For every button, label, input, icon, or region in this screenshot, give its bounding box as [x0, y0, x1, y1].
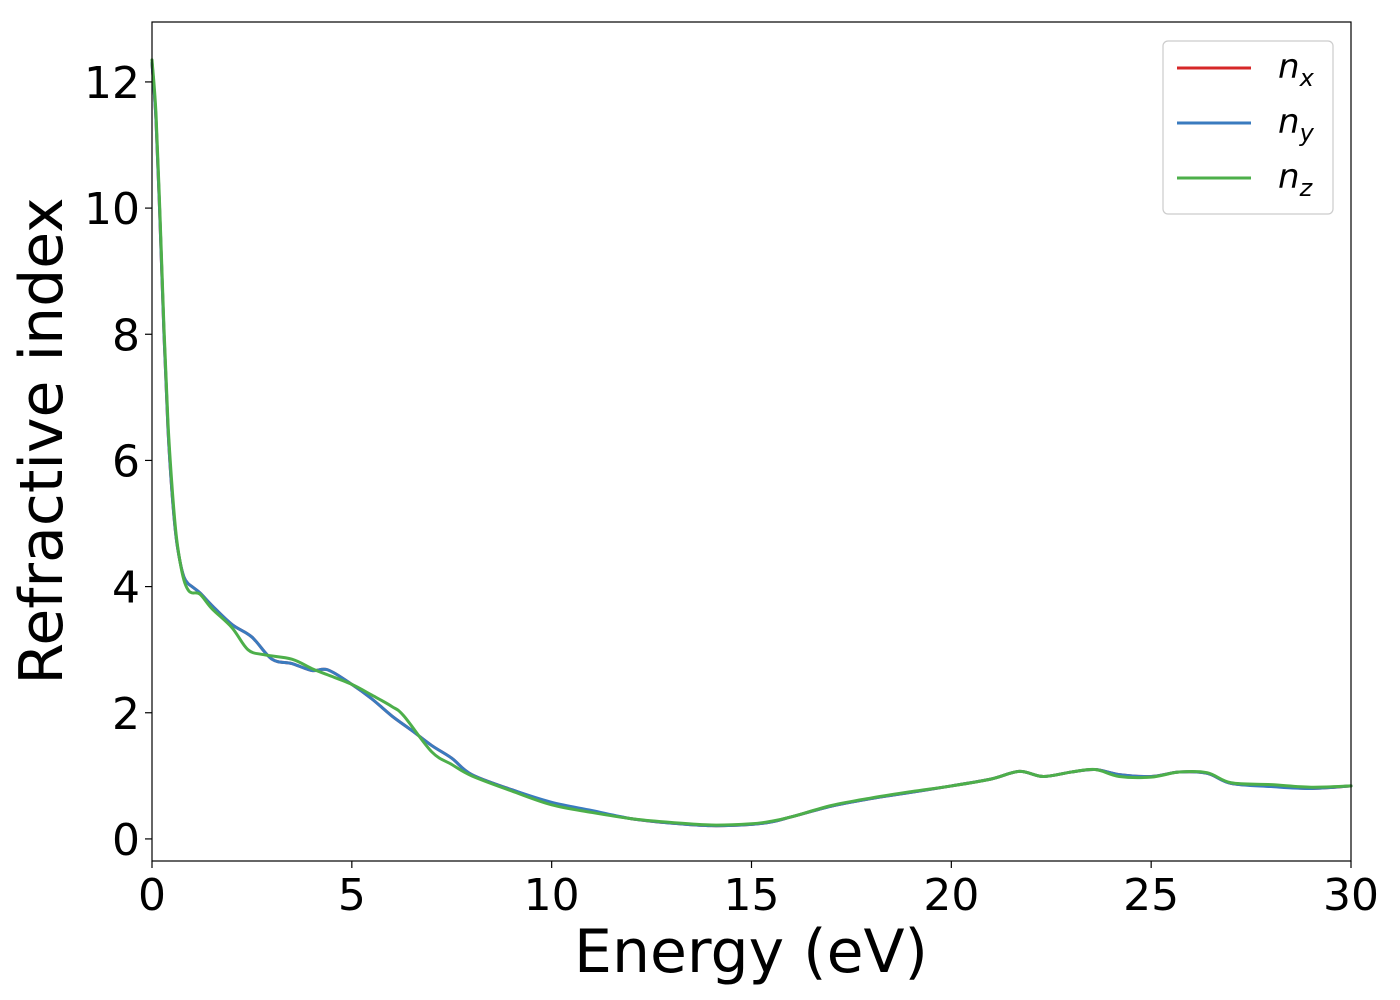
x-tick-label: 20 — [923, 870, 979, 921]
x-tick-label: 15 — [724, 870, 780, 921]
legend-label-nx: nx — [1278, 47, 1315, 92]
y-tick-label: 4 — [112, 563, 140, 614]
y-axis-ticks: 0 2 4 6 8 10 12 — [84, 58, 152, 866]
legend-label-base: n — [1278, 157, 1300, 197]
y-tick-label: 0 — [112, 815, 140, 866]
x-tick-label: 30 — [1323, 870, 1379, 921]
legend-label-ny: ny — [1278, 102, 1315, 147]
legend-label-base: n — [1278, 102, 1300, 142]
x-tick-label: 10 — [524, 870, 580, 921]
series-layer — [150, 58, 1353, 828]
y-tick-label: 10 — [84, 184, 140, 235]
legend-label-subscript: x — [1299, 64, 1315, 92]
legend-label-base: n — [1278, 47, 1300, 87]
legend-label-nz: nz — [1278, 157, 1314, 202]
x-axis-label: Energy (eV) — [574, 917, 928, 987]
y-tick-label: 6 — [112, 436, 140, 487]
legend-label-subscript: z — [1299, 174, 1314, 202]
legend-frame — [1162, 40, 1334, 215]
legend-label-subscript: y — [1299, 119, 1315, 147]
y-axis-label: Refractive index — [7, 197, 77, 684]
x-tick-label: 0 — [138, 870, 166, 921]
series-line-nz — [150, 58, 1353, 827]
plot-frame — [151, 21, 1352, 862]
x-axis-ticks: 0 5 10 15 20 25 30 — [138, 861, 1379, 921]
x-tick-label: 5 — [338, 870, 366, 921]
y-tick-label: 2 — [112, 689, 140, 740]
y-tick-label: 8 — [112, 310, 140, 361]
y-tick-label: 12 — [84, 58, 140, 109]
x-tick-label: 25 — [1123, 870, 1179, 921]
